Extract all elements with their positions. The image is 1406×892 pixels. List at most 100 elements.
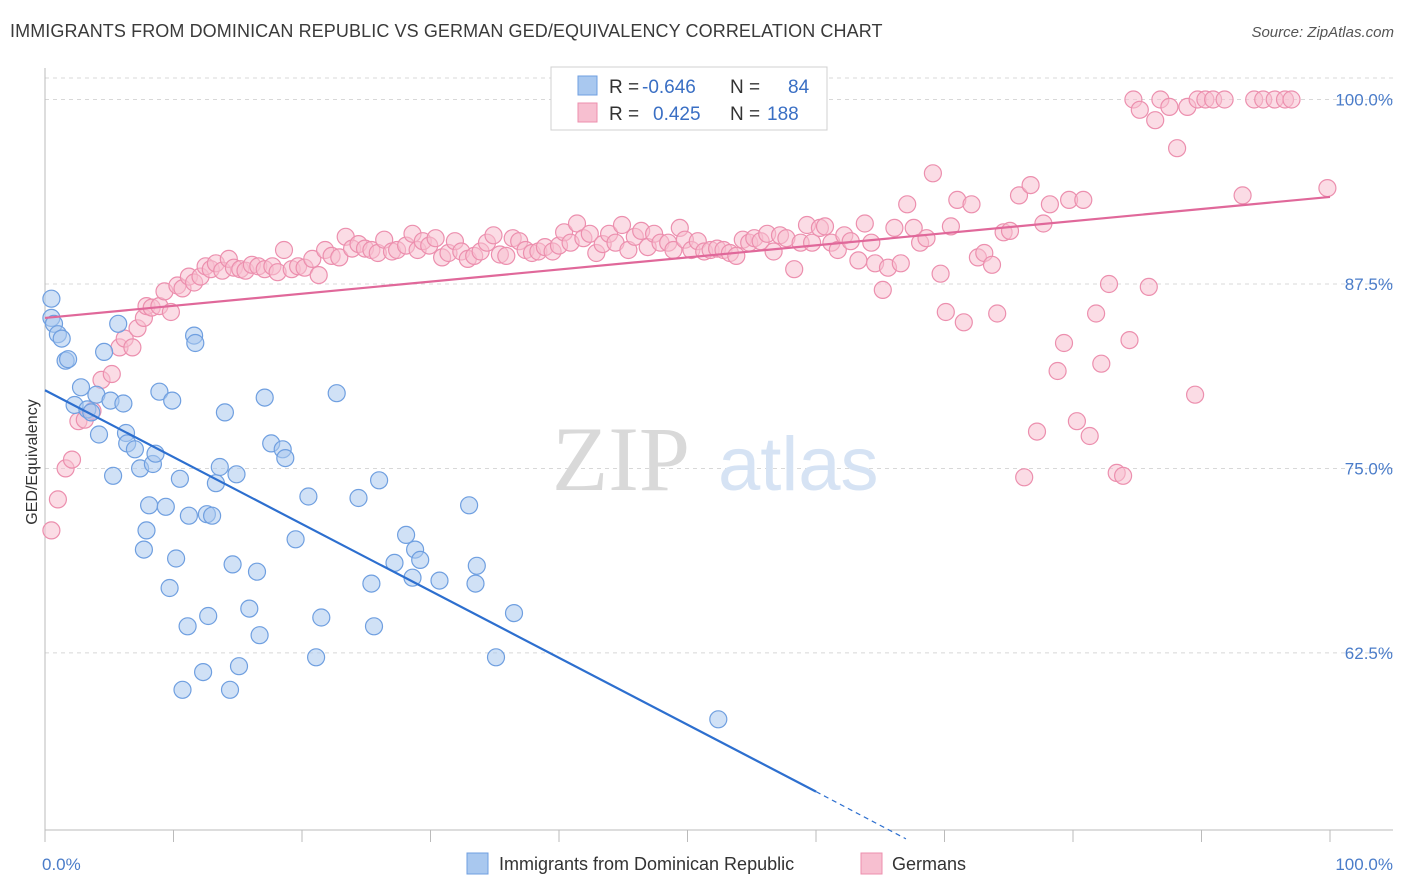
- legend-top: R = -0.646 N = 84 R = 0.425 N = 188: [550, 66, 828, 131]
- dominican-point-52: [255, 388, 274, 407]
- germans-point-158: [1054, 333, 1074, 353]
- dominican-point-70: [430, 571, 449, 590]
- dominican-point-31: [167, 549, 186, 568]
- dominican-point-59: [312, 608, 331, 627]
- trend-line-germans: [44, 195, 1331, 320]
- germans-point-130: [873, 280, 892, 299]
- germans-point-45: [330, 248, 349, 267]
- germans-point-121: [815, 217, 835, 236]
- bottom-swatch-blue: [466, 852, 489, 875]
- legend-n-value-2: 188: [767, 104, 799, 125]
- germans-point-154: [1027, 422, 1047, 441]
- dominican-point-63: [364, 617, 384, 636]
- dominican-point-50: [247, 562, 267, 581]
- trend-line-dominican-extension: [815, 791, 907, 840]
- germans-point-151: [1009, 186, 1029, 205]
- germans-point-144: [962, 195, 981, 214]
- watermark-atlas: atlas: [718, 422, 879, 507]
- dominican-point-43: [210, 457, 229, 477]
- dominican-point-55: [276, 449, 295, 468]
- dominican-point-60: [327, 384, 346, 403]
- germans-point-113: [764, 242, 783, 261]
- dominican-point-22: [134, 540, 153, 559]
- germans-point-175: [1167, 139, 1187, 158]
- germans-point-171: [1139, 277, 1158, 296]
- germans-point-126: [849, 251, 868, 270]
- dominican-point-8: [71, 378, 91, 397]
- germans-point-153: [1021, 176, 1040, 195]
- germans-point-172: [1146, 111, 1165, 130]
- legend-r-label-2: R =: [609, 104, 639, 125]
- germans-point-164: [1092, 354, 1111, 373]
- germans-point-132: [885, 218, 904, 237]
- y-tick-label-3: 100.0%: [1335, 91, 1393, 110]
- germans-point-84: [580, 224, 599, 243]
- dominican-point-61: [349, 488, 368, 508]
- germans-point-1: [48, 490, 68, 509]
- germans-point-41: [303, 249, 322, 268]
- watermark: ZIP atlas: [552, 408, 879, 510]
- x-tick-labels: 0.0% 100.0%: [42, 855, 1393, 874]
- germans-point-150: [1000, 221, 1020, 240]
- legend-swatch-blue: [577, 75, 598, 96]
- dominican-point-57: [299, 487, 318, 506]
- legend-n-label-1: N =: [730, 77, 760, 98]
- dominican-point-44: [215, 403, 234, 422]
- y-axis-label: GED/Equivalency: [24, 399, 41, 524]
- bottom-swatch-pink: [860, 852, 883, 875]
- dominican-point-38: [194, 662, 213, 682]
- dominican-point-62: [362, 574, 381, 593]
- dominican-point-71: [460, 496, 479, 515]
- germans-point-37: [274, 240, 294, 260]
- dominican-point-13: [94, 342, 114, 361]
- dominican-point-37: [186, 333, 205, 353]
- legend-n-value-1: 84: [788, 77, 810, 98]
- germans-point-162: [1080, 426, 1099, 446]
- dominican-point-41: [203, 506, 222, 525]
- y-tick-labels: 62.5% 75.0% 87.5% 100.0%: [1335, 91, 1393, 663]
- germans-point-182: [1233, 186, 1252, 205]
- germans-point-128: [862, 233, 881, 252]
- germans-point-143: [954, 313, 973, 332]
- dominican-point-15: [103, 466, 123, 485]
- dominican-point-75: [504, 603, 524, 623]
- dominican-point-56: [286, 530, 305, 549]
- gridlines: [45, 77, 1393, 654]
- germans-point-163: [1086, 304, 1106, 323]
- germans-point-148: [988, 304, 1007, 323]
- germans-point-165: [1099, 274, 1119, 294]
- dominican-point-49: [240, 599, 259, 618]
- dominican-point-74: [486, 648, 506, 667]
- germans-point-140: [936, 302, 955, 322]
- germans-point-167: [1113, 466, 1133, 485]
- dominican-point-29: [160, 578, 179, 598]
- dominican-point-30: [163, 391, 182, 410]
- germans-point-134: [898, 195, 917, 214]
- germans-point-177: [1185, 385, 1205, 404]
- germans-point-127: [855, 214, 874, 233]
- germans-point-139: [931, 264, 950, 283]
- trend-lines: [44, 195, 1331, 840]
- y-tick-label-1: 75.0%: [1345, 459, 1393, 478]
- germans-point-160: [1067, 412, 1087, 431]
- trend-line-dominican: [44, 389, 817, 793]
- germans-point-71: [497, 246, 516, 265]
- dominican-point-47: [227, 465, 246, 484]
- dominican-point-27: [150, 382, 169, 401]
- germans-point-161: [1074, 190, 1093, 209]
- bottom-legend-label-blue: Immigrants from Dominican Republic: [499, 854, 794, 874]
- dominican-point-76: [709, 710, 728, 729]
- y-tick-label-0: 62.5%: [1345, 644, 1393, 663]
- dominican-point-4: [52, 329, 71, 348]
- germans-point-168: [1120, 331, 1139, 350]
- x-tick-label-1: 100.0%: [1335, 855, 1393, 874]
- germans-point-60: [426, 229, 445, 248]
- dominican-point-66: [397, 525, 416, 545]
- germans-point-181: [1215, 90, 1234, 109]
- germans-point-147: [982, 255, 1002, 274]
- dominican-point-16: [109, 314, 128, 333]
- bottom-legend-label-pink: Germans: [892, 854, 966, 874]
- axes: [44, 68, 1393, 842]
- germans-point-0: [42, 521, 61, 540]
